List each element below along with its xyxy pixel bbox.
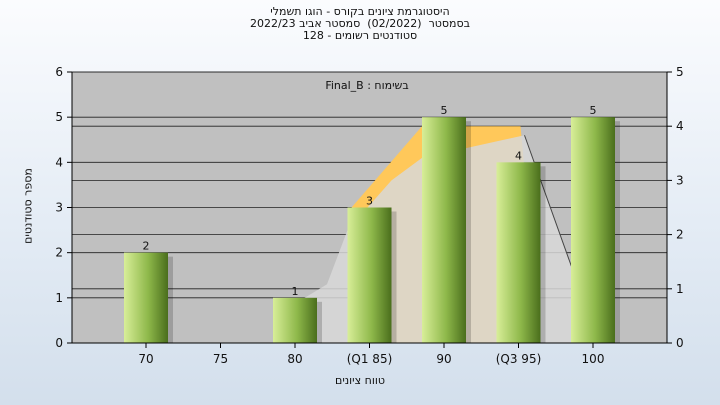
y-tick-label: 1 — [55, 291, 63, 305]
y2-tick-label: 5 — [676, 65, 684, 79]
data-label: 4 — [515, 149, 522, 162]
y2-tick-label: 1 — [676, 282, 684, 296]
x-tick-label: 80 — [287, 352, 302, 366]
bar — [422, 117, 466, 344]
chart-title: היסטוגרמת ציונים בקורס - הוגו תשמלי — [270, 5, 450, 18]
data-label: 5 — [441, 104, 448, 117]
y-tick-label: 5 — [55, 110, 63, 124]
y2-tick-label: 0 — [676, 336, 684, 350]
bar — [124, 252, 168, 343]
y2-tick-label: 2 — [676, 228, 684, 242]
y-tick-label: 2 — [55, 246, 63, 260]
chart-subtitle: בסמסטר (02/2022) סמסטר אביב 2022/23 — [249, 17, 471, 30]
x-axis-title: טווח ציונים — [335, 374, 385, 387]
x-tick-label: 100 — [582, 352, 605, 366]
data-label: 2 — [143, 240, 150, 253]
y-axis-title: מספר סטודנטים — [21, 168, 35, 244]
x-tick-label: 90 — [436, 352, 451, 366]
y2-tick-label: 4 — [676, 119, 684, 133]
bar — [347, 207, 392, 343]
chart-annotation: בשימוח : Final_B — [325, 79, 408, 92]
x-tick-label: 70 — [138, 352, 153, 366]
bar — [571, 117, 615, 344]
data-label: 5 — [590, 104, 597, 117]
y-tick-label: 0 — [55, 336, 63, 350]
distribution-line — [524, 135, 574, 271]
chart-title-block: היסטוגרמת ציונים בקורס - הוגו תשמלי בסמס… — [0, 6, 720, 42]
x-tick-label: (Q1 85) — [347, 352, 393, 366]
y2-tick-label: 3 — [676, 173, 684, 187]
x-tick-label: (Q3 95) — [496, 352, 542, 366]
bar — [496, 162, 541, 343]
bar — [273, 297, 317, 343]
data-label: 1 — [292, 285, 299, 298]
chart-subtitle-students: סטודנטים רשומים - 128 — [302, 29, 418, 42]
y-tick-label: 3 — [55, 201, 63, 215]
y-tick-label: 4 — [55, 155, 63, 169]
y-tick-label: 6 — [55, 65, 63, 79]
x-tick-label: 75 — [213, 352, 228, 366]
data-label: 3 — [366, 195, 373, 208]
